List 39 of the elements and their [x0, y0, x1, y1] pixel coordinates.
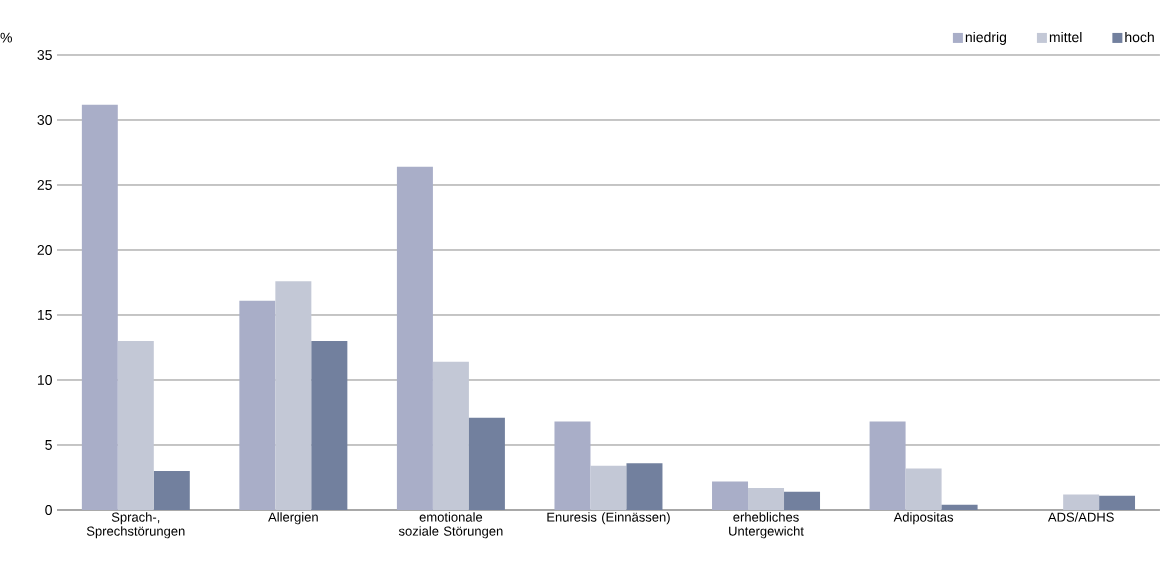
bar	[554, 421, 591, 510]
y-tick-label: 35	[37, 50, 52, 60]
y-tick-label: 25	[37, 180, 52, 190]
bar	[748, 487, 785, 510]
x-tick-label: Enuresis (Einnässen)	[547, 512, 670, 525]
x-tick-label: Allergien	[268, 512, 318, 525]
x-tick-label: erhebliches Untergewicht	[729, 512, 804, 539]
x-tick-label: Sprach-, Sprechstörungen	[86, 512, 185, 539]
y-tick-label: 30	[37, 115, 52, 125]
y-axis-title: %	[0, 32, 12, 43]
bar	[626, 463, 663, 510]
bar	[117, 340, 154, 510]
bar	[1063, 494, 1100, 510]
bar	[941, 504, 978, 510]
y-tick-label: 0	[45, 505, 52, 515]
bar	[784, 491, 821, 510]
bar	[432, 361, 469, 510]
bar	[869, 421, 906, 510]
y-tick-label: 10	[37, 375, 52, 385]
legend-label: hoch	[1125, 31, 1154, 43]
bar	[275, 281, 312, 510]
legend-label: niedrig	[965, 31, 1007, 45]
x-tick-label: emotionale soziale Störungen	[398, 512, 503, 539]
x-tick-label: Adipositas	[893, 512, 954, 525]
legend-label: mittel	[1049, 31, 1082, 43]
bar	[396, 166, 433, 510]
bar	[81, 104, 118, 510]
bar	[239, 300, 276, 510]
y-tick-label: 20	[37, 245, 52, 255]
bar	[468, 417, 505, 510]
x-tick-label: ADS/ADHS	[1047, 512, 1114, 522]
bar	[311, 340, 348, 510]
bar	[1099, 495, 1136, 510]
y-tick-label: 5	[45, 440, 52, 450]
bar	[712, 481, 749, 510]
bar	[590, 465, 627, 510]
bar	[153, 470, 190, 510]
bar	[905, 468, 942, 510]
y-tick-label: 15	[37, 310, 52, 320]
